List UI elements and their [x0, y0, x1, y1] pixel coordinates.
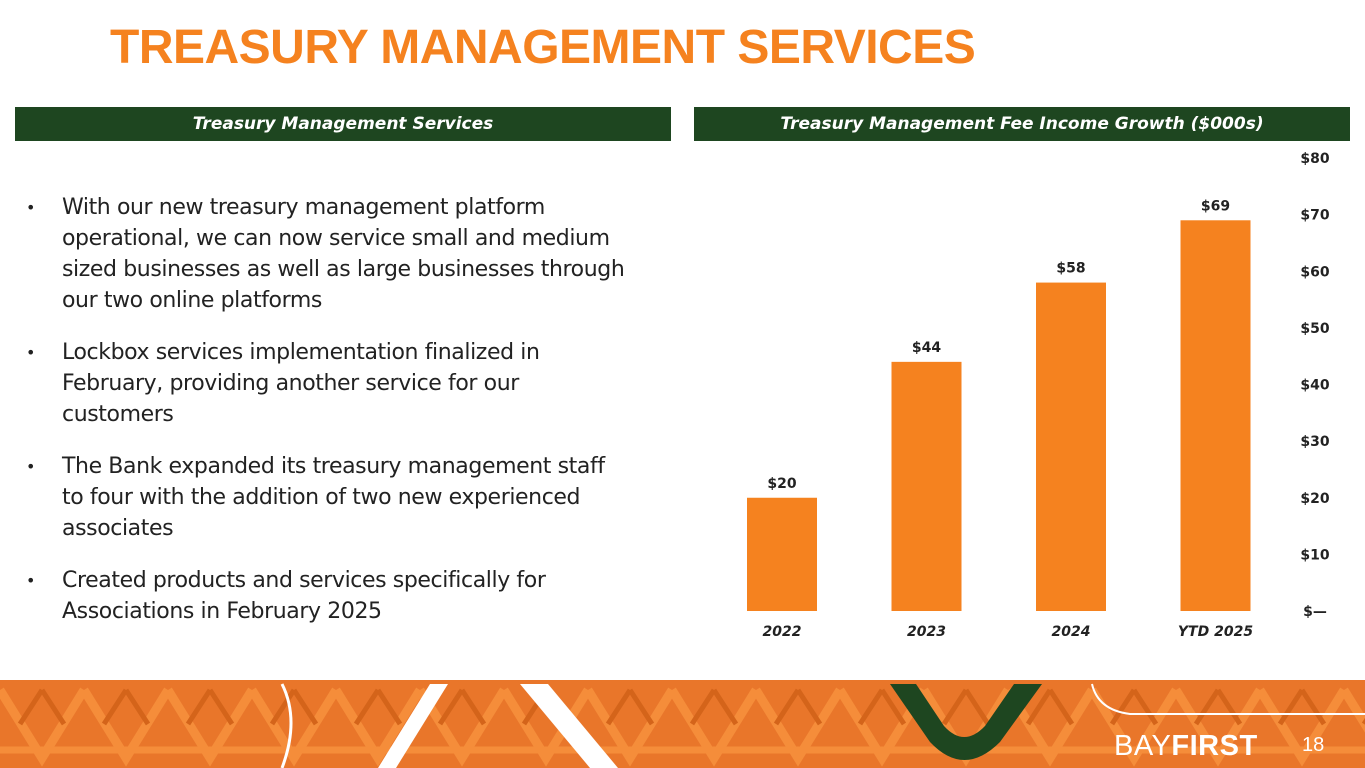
left-panel-header: Treasury Management Services [15, 107, 671, 141]
bullet-text: The Bank expanded its treasury managemen… [62, 454, 605, 541]
bullet-item: • Created products and services specifica… [26, 565, 626, 627]
y-tick-label: $— [1303, 604, 1327, 620]
bullet-text: Lockbox services implementation finalize… [62, 340, 540, 427]
footer-pattern [0, 680, 1365, 768]
bar-2023 [891, 361, 962, 611]
y-tick-label: $10 [1300, 547, 1329, 563]
y-tick-label: $70 [1300, 208, 1329, 224]
y-tick-label: $40 [1300, 378, 1329, 394]
x-category-label: 2024 [1052, 624, 1091, 640]
footer-green-shape [890, 684, 1042, 760]
y-tick-label: $30 [1300, 434, 1329, 450]
chart-panel-header: Treasury Management Fee Income Growth ($… [694, 107, 1350, 141]
bullet-text: With our new treasury management platfor… [62, 195, 625, 313]
x-category-label: 2022 [763, 624, 802, 640]
bayfirst-logo: BAYFIRST [1114, 730, 1258, 762]
bullet-icon: • [26, 198, 36, 217]
bullet-item: • With our new treasury management platfo… [26, 192, 626, 316]
y-tick-label: $50 [1300, 321, 1329, 337]
bullet-item: • The Bank expanded its treasury manageme… [26, 451, 626, 544]
bar-2024 [1036, 282, 1106, 611]
bullet-item: • Lockbox services implementation finaliz… [26, 337, 626, 430]
bar-data-label: $69 [1201, 198, 1230, 214]
footer-white-stripe [520, 684, 618, 768]
bar-2022 [747, 497, 817, 611]
bar-data-label: $58 [1056, 261, 1085, 277]
footer-line [1091, 683, 1365, 715]
bar-ytd-2025 [1180, 220, 1251, 611]
x-category-label: YTD 2025 [1178, 624, 1253, 640]
bullet-text: Created products and services specifical… [62, 568, 546, 624]
bullet-list: • With our new treasury management platfo… [26, 192, 626, 648]
bar-data-label: $44 [912, 340, 941, 356]
bullet-icon: • [26, 457, 36, 476]
page-title: TREASURY MANAGEMENT SERVICES [110, 21, 976, 74]
footer-banner [0, 680, 1365, 768]
bullet-icon: • [26, 343, 36, 362]
x-category-label: 2023 [907, 624, 946, 640]
y-tick-label: $60 [1300, 264, 1329, 280]
bullet-icon: • [26, 571, 36, 590]
footer-white-stripe [378, 684, 448, 768]
y-tick-label: $20 [1300, 491, 1329, 507]
page-number: 18 [1302, 734, 1325, 756]
footer-curve [280, 683, 293, 768]
fee-income-bar-chart: $— $10 $20 $30 $40 $50 $60 $70 $80 $20 2022 $44 2023… [747, 151, 1330, 640]
bar-data-label: $20 [767, 476, 796, 492]
y-tick-label: $80 [1300, 151, 1329, 167]
